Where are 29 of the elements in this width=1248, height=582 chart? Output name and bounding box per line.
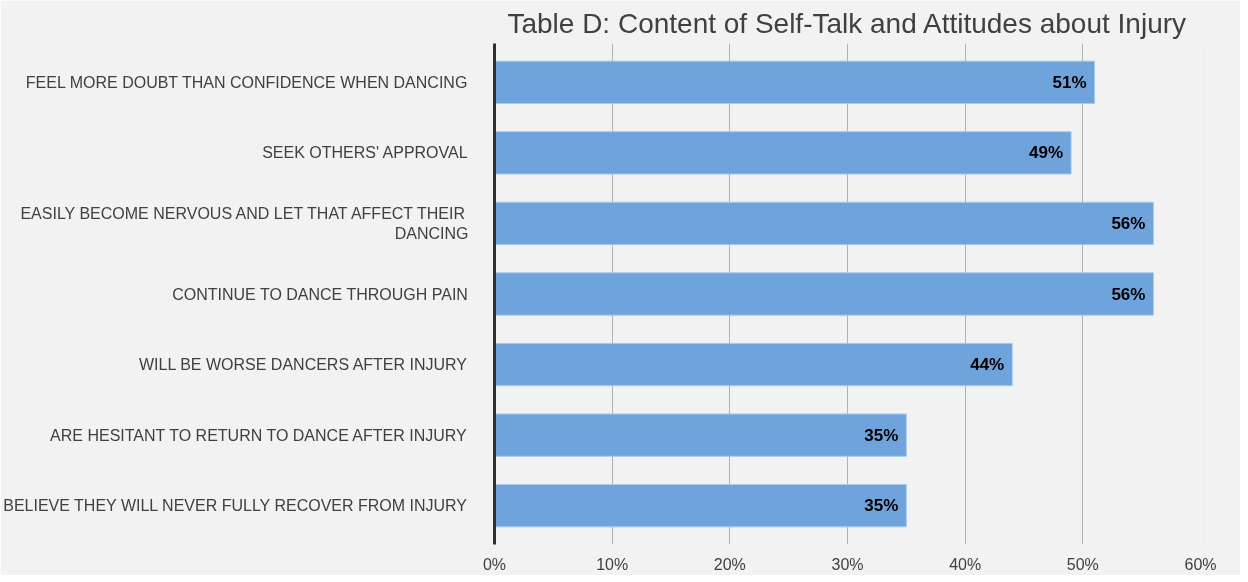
y-tick-label: SEEK OTHERS' APPROVAL <box>262 144 468 162</box>
bar <box>494 60 1096 104</box>
y-tick-label: WILL BE WORSE DANCERS AFTER INJURY <box>138 356 468 374</box>
x-tick-label: 50% <box>1066 555 1099 573</box>
chart-title: Table D: Content of Self-Talk and Attitudes about Injury <box>507 7 1187 39</box>
x-tick-label: 20% <box>713 555 746 573</box>
data-label: 56% <box>1111 213 1146 233</box>
bar <box>494 342 1013 387</box>
x-tick-label: 30% <box>831 555 864 573</box>
x-tick-label: 10% <box>596 555 629 573</box>
data-label: 35% <box>864 425 899 445</box>
bar <box>494 413 907 457</box>
bar <box>494 484 907 528</box>
y-tick-label: EASILY BECOME NERVOUS AND LET THAT AFFECT THEIR DANCING <box>20 204 469 243</box>
x-tick-label: 60% <box>1184 555 1217 573</box>
y-tick-label: BELIEVE THEY WILL NEVER FULLY RECOVER FROM INJURY <box>3 497 468 515</box>
data-label: 51% <box>1052 72 1087 92</box>
bar <box>494 272 1154 316</box>
data-label: 49% <box>1029 143 1064 163</box>
x-tick-label: 0% <box>482 555 507 573</box>
data-label: 35% <box>864 496 899 516</box>
data-label: 56% <box>1111 284 1146 304</box>
x-tick-label: 40% <box>949 555 982 573</box>
y-tick-label: FEEL MORE DOUBT THAN CONFIDENCE WHEN DANCING <box>25 73 468 91</box>
bar <box>494 131 1072 175</box>
y-tick-label: CONTINUE TO DANCE THROUGH PAIN <box>172 285 468 303</box>
bar <box>494 201 1154 246</box>
y-tick-label: ARE HESITANT TO RETURN TO DANCE AFTER INJURY <box>50 426 468 444</box>
data-label: 44% <box>970 355 1005 375</box>
